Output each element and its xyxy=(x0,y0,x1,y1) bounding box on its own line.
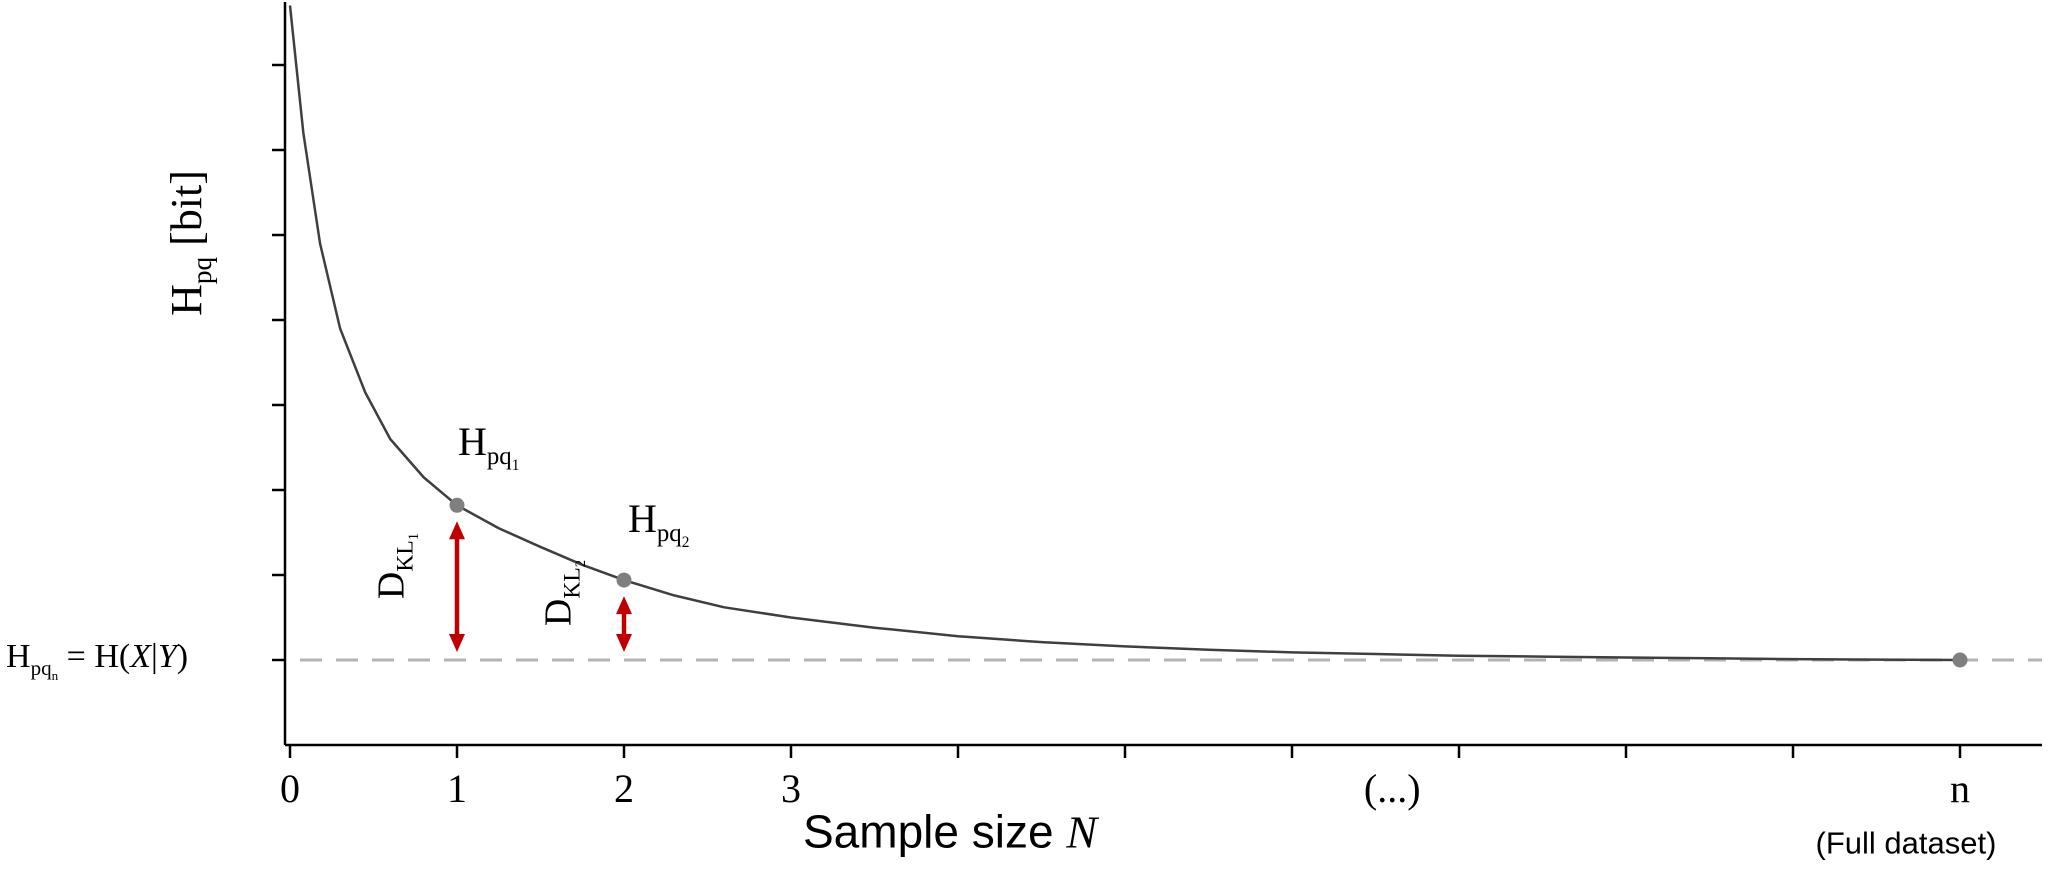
hpq2-sub-text: pq xyxy=(656,520,682,548)
data-point xyxy=(449,497,465,513)
asymptote-var-x: X xyxy=(130,638,152,675)
hpq1-label: Hpq1 xyxy=(458,419,519,474)
y-axis-label: Hpq [bit] xyxy=(162,170,217,316)
hpq2-sub: pq2 xyxy=(656,520,689,550)
hpq2-subsub: 2 xyxy=(681,533,690,551)
arrowhead-up xyxy=(616,596,632,615)
x-axis-title-text: Sample size xyxy=(802,805,1067,858)
hpq2-label: Hpq2 xyxy=(628,496,689,551)
entropy-curve xyxy=(288,5,1961,662)
asymptote-subsub: n xyxy=(51,668,59,683)
y-axis-label-base: H xyxy=(162,284,211,316)
hpq1-sub: pq1 xyxy=(486,443,519,473)
hpq1-sub-text: pq xyxy=(486,443,512,471)
y-axis-label-unit: [bit] xyxy=(162,170,211,257)
arrowhead-up xyxy=(449,521,465,540)
x-tick-label: 3 xyxy=(781,766,801,811)
x-tick-label: (...) xyxy=(1364,766,1421,811)
asymptote-sub-text: pq xyxy=(30,655,52,680)
dkl2-label: DKL2 xyxy=(537,560,588,627)
x-tick-label: 1 xyxy=(447,766,467,811)
dkl1-subsub: 1 xyxy=(405,532,422,541)
x-axis-title-var: N xyxy=(1066,806,1098,858)
dkl2-sub: KL2 xyxy=(558,560,589,599)
data-point xyxy=(616,572,632,588)
x-axis-title: Sample size N xyxy=(803,809,1097,856)
asymptote-base: H xyxy=(6,638,31,675)
hpq2-base: H xyxy=(628,496,657,542)
arrowhead-down xyxy=(449,634,465,652)
dkl2-subsub: 2 xyxy=(572,559,589,568)
hpq1-subsub: 1 xyxy=(511,456,520,474)
asymptote-close: ) xyxy=(176,638,189,675)
x-tick-label: 2 xyxy=(614,766,634,811)
asymptote-label: Hpqn = H(X|Y) xyxy=(6,638,189,683)
y-axis-label-sub-text: pq xyxy=(186,256,217,285)
dkl1-label: DKL1 xyxy=(370,533,421,600)
y-axis-label-sub: pq xyxy=(187,257,217,284)
dkl1-sub-text: KL xyxy=(391,540,418,572)
dkl2-base: D xyxy=(537,598,580,627)
full-dataset-note: (Full dataset) xyxy=(1815,825,1997,861)
x-tick-label: 0 xyxy=(280,766,300,811)
data-point xyxy=(1952,652,1968,668)
asymptote-pipe: | xyxy=(151,638,158,675)
dkl1-sub: KL1 xyxy=(391,533,422,572)
asymptote-sub: pqn xyxy=(30,655,59,683)
x-tick-label: n xyxy=(1950,766,1970,811)
asymptote-equals: = H( xyxy=(58,638,131,675)
dkl1-base: D xyxy=(370,571,413,600)
asymptote-var-y: Y xyxy=(157,638,177,675)
dkl2-sub-text: KL xyxy=(558,567,585,599)
arrowhead-down xyxy=(616,634,632,652)
hpq1-base: H xyxy=(458,419,487,465)
